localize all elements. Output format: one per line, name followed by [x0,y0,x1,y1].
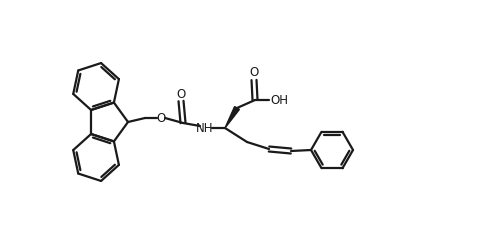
Polygon shape [225,106,239,128]
Text: OH: OH [270,94,288,106]
Text: NH: NH [196,122,214,134]
Text: O: O [156,112,166,124]
Text: O: O [249,66,259,80]
Text: O: O [176,88,185,101]
